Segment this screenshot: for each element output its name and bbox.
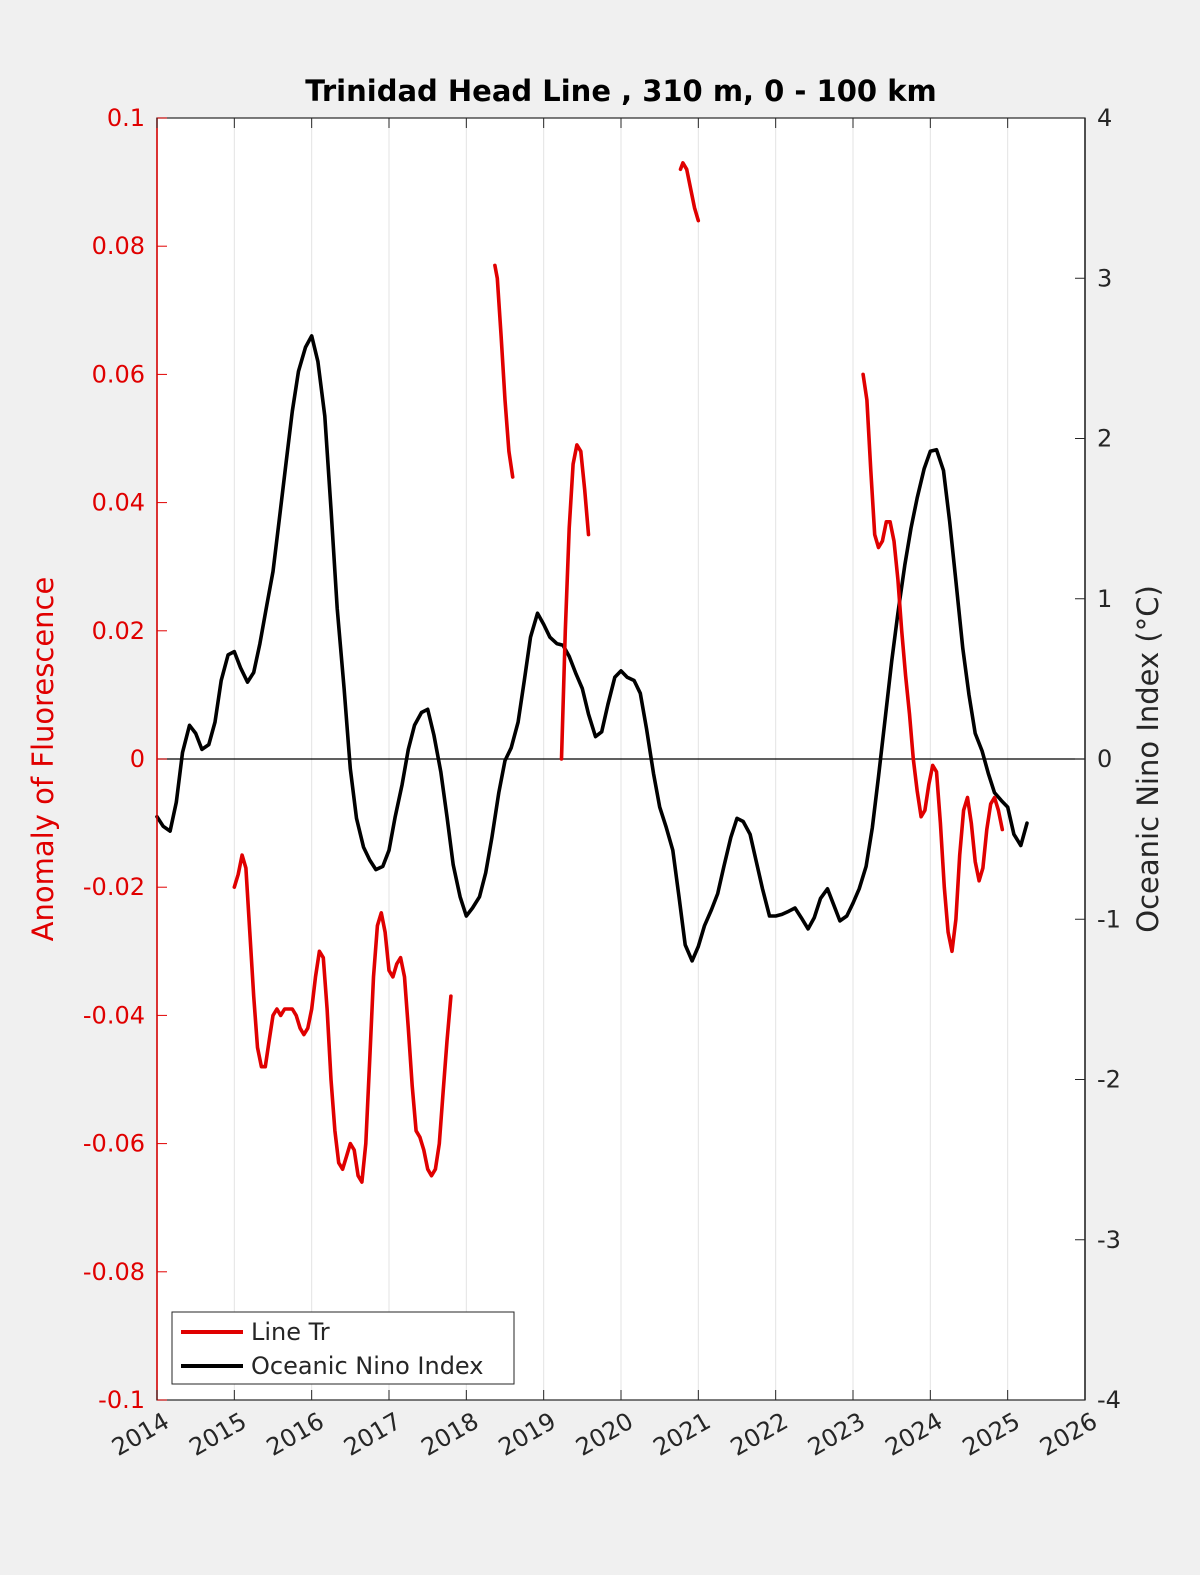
legend-box <box>171 1311 515 1385</box>
y-left-tick-label: -0.04 <box>83 1001 145 1029</box>
y-left-tick-label: 0.04 <box>92 489 145 517</box>
y-right-tick-label: 4 <box>1097 104 1112 132</box>
left-axis: -0.1 -0.08 -0.06 -0.04 -0.02 0 0.02 0.04 0.06 0.0… <box>83 104 167 1414</box>
y-axis-left-label: Anomaly of Fluorescence <box>26 577 60 942</box>
y-right-tick-label: -3 <box>1097 1226 1121 1254</box>
legend-label-line-tr: Line Tr <box>251 1318 330 1346</box>
y-axis-right-label: Oceanic Nino Index (°C) <box>1131 585 1165 933</box>
y-left-tick-label: -0.1 <box>98 1386 145 1414</box>
fluorescence-line-segment-3 <box>678 161 701 223</box>
fluorescence-line-segment-4 <box>861 372 1005 954</box>
y-left-tick-label: 0.02 <box>92 617 145 645</box>
y-right-tick-label: 2 <box>1097 425 1112 453</box>
series-lines <box>155 161 1029 1184</box>
y-left-tick-label: -0.02 <box>83 873 145 901</box>
y-left-tick-label: -0.06 <box>83 1130 145 1158</box>
y-left-tick-label: 0 <box>130 745 145 773</box>
fluorescence-line-segment-0 <box>232 853 453 1184</box>
y-right-tick-label: 3 <box>1097 264 1112 292</box>
fluorescence-line-segment-1 <box>493 263 515 479</box>
y-right-tick-label: -4 <box>1097 1386 1121 1414</box>
y-left-tick-label: -0.08 <box>83 1258 145 1286</box>
y-right-tick-label: -1 <box>1097 905 1121 933</box>
oni-line-segment-0 <box>155 334 1029 963</box>
y-left-tick-label: 0.08 <box>92 232 145 260</box>
fluorescence-line-segment-2 <box>559 443 591 761</box>
legend: Line Tr Oceanic Nino Index <box>171 1311 515 1385</box>
y-right-tick-label: 1 <box>1097 585 1112 613</box>
y-right-tick-label: -2 <box>1097 1066 1121 1094</box>
y-right-tick-label: 0 <box>1097 745 1112 773</box>
right-axis: -4 -3 -2 -1 0 1 2 3 4 <box>1075 104 1121 1414</box>
y-left-tick-label: 0.1 <box>107 104 145 132</box>
y-left-tick-label: 0.06 <box>92 360 145 388</box>
chart-title: Trinidad Head Line , 310 m, 0 - 100 km <box>305 74 936 108</box>
legend-label-oceanic-nino-index: Oceanic Nino Index <box>251 1352 483 1380</box>
